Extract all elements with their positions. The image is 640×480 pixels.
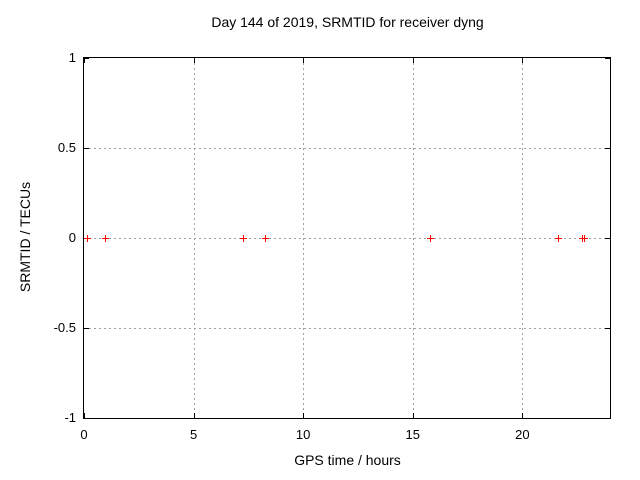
x-tick-mark-mirror bbox=[84, 58, 85, 63]
data-point-marker bbox=[240, 234, 248, 242]
x-tick-mark-mirror bbox=[303, 58, 305, 63]
marker-vertical-stroke bbox=[429, 234, 431, 242]
y-tick-label: -1 bbox=[64, 410, 76, 425]
x-axis-label: GPS time / hours bbox=[294, 452, 401, 468]
horizontal-gridline bbox=[84, 148, 610, 149]
data-point-marker bbox=[262, 234, 270, 242]
y-tick-mark bbox=[84, 148, 89, 149]
y-tick-label: -0.5 bbox=[53, 320, 76, 335]
y-tick-mark-mirror bbox=[605, 238, 610, 239]
marker-vertical-stroke bbox=[265, 234, 267, 242]
x-tick-mark-mirror bbox=[193, 58, 195, 63]
x-tick-mark bbox=[522, 413, 524, 418]
y-tick-label: 1 bbox=[68, 50, 76, 65]
x-tick-mark bbox=[84, 413, 85, 418]
horizontal-gridline bbox=[84, 328, 610, 329]
marker-vertical-stroke bbox=[243, 234, 245, 242]
data-point-marker bbox=[102, 234, 110, 242]
data-point-marker bbox=[426, 234, 434, 242]
marker-vertical-stroke bbox=[105, 234, 107, 242]
marker-vertical-stroke bbox=[584, 234, 586, 242]
y-tick-label: 0.5 bbox=[57, 140, 76, 155]
y-axis-label: SRMTID / TECUs bbox=[17, 181, 33, 293]
x-tick-label: 20 bbox=[515, 427, 530, 442]
y-tick-mark-mirror bbox=[605, 58, 610, 59]
horizontal-gridline bbox=[84, 238, 610, 239]
x-tick-mark bbox=[303, 413, 305, 418]
y-tick-mark-mirror bbox=[605, 148, 610, 149]
x-tick-mark-mirror bbox=[522, 58, 524, 63]
x-tick-label: 15 bbox=[405, 427, 420, 442]
y-tick-mark bbox=[84, 328, 89, 329]
x-tick-label: 5 bbox=[189, 427, 198, 442]
chart-title: Day 144 of 2019, SRMTID for receiver dyn… bbox=[211, 14, 484, 30]
chart-canvas: 0 5 10 15 20 -1 -0.5 0 0.5 1 bbox=[54, 50, 611, 442]
y-tick-mark-mirror bbox=[605, 418, 610, 419]
marker-vertical-stroke bbox=[557, 234, 559, 242]
x-tick-label: 10 bbox=[295, 427, 311, 442]
x-tick-mark bbox=[412, 413, 414, 418]
x-tick-label: 0 bbox=[80, 427, 88, 442]
x-tick-mark-mirror bbox=[412, 58, 414, 63]
y-tick-mark bbox=[84, 418, 89, 419]
x-tick-mark bbox=[193, 413, 195, 418]
data-point-marker bbox=[581, 234, 589, 242]
data-point-marker bbox=[554, 234, 562, 242]
y-tick-mark bbox=[84, 238, 89, 239]
y-tick-mark-mirror bbox=[605, 328, 610, 329]
data-point-marker bbox=[83, 234, 91, 242]
y-tick-mark bbox=[84, 58, 89, 59]
marker-vertical-stroke bbox=[86, 234, 88, 242]
y-tick-label: 0 bbox=[68, 230, 76, 245]
